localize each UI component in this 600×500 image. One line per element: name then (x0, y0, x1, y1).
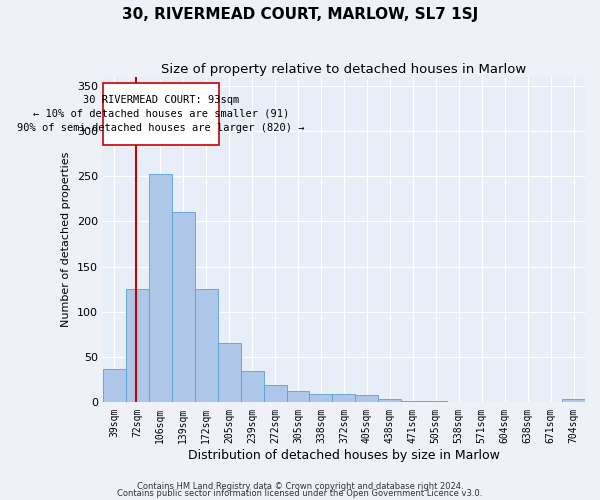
Bar (149, 174, 172, 402)
Text: Contains public sector information licensed under the Open Government Licence v3: Contains public sector information licen… (118, 489, 482, 498)
Title: Size of property relative to detached houses in Marlow: Size of property relative to detached ho… (161, 62, 527, 76)
Bar (172, 212, 194, 402)
Bar (401, 400, 424, 402)
Bar (310, 394, 332, 402)
Bar (194, 290, 218, 403)
Bar (241, 371, 263, 402)
Bar (263, 386, 287, 402)
Bar (126, 290, 149, 403)
Text: 30, RIVERMEAD COURT, MARLOW, SL7 1SJ: 30, RIVERMEAD COURT, MARLOW, SL7 1SJ (122, 8, 478, 22)
Bar (218, 342, 241, 402)
FancyBboxPatch shape (103, 83, 219, 144)
Text: Contains HM Land Registry data © Crown copyright and database right 2024.: Contains HM Land Registry data © Crown c… (137, 482, 463, 491)
X-axis label: Distribution of detached houses by size in Marlow: Distribution of detached houses by size … (188, 450, 500, 462)
Text: 30 RIVERMEAD COURT: 93sqm
← 10% of detached houses are smaller (91)
90% of semi-: 30 RIVERMEAD COURT: 93sqm ← 10% of detac… (17, 95, 305, 133)
Bar (332, 394, 355, 402)
Bar (103, 369, 126, 402)
Bar (379, 399, 401, 402)
Bar (562, 399, 585, 402)
Y-axis label: Number of detached properties: Number of detached properties (61, 152, 71, 327)
Bar (355, 395, 379, 402)
Bar (424, 400, 447, 402)
Bar (287, 390, 310, 402)
